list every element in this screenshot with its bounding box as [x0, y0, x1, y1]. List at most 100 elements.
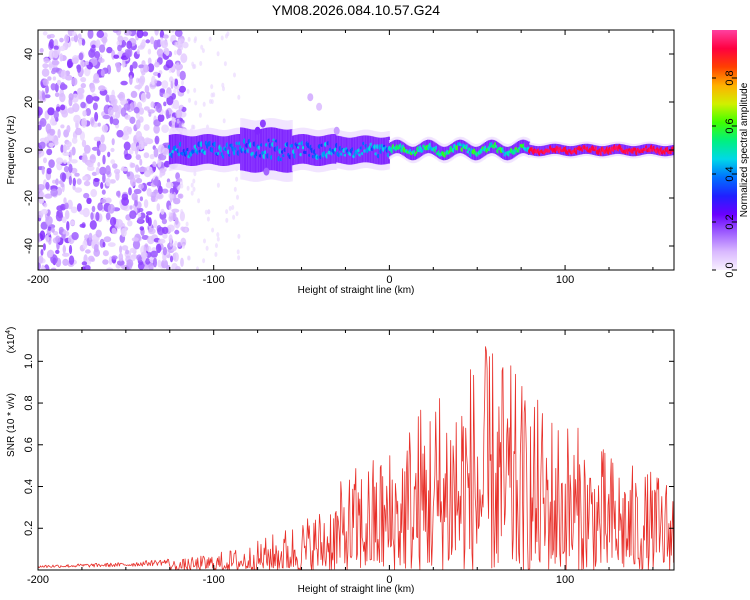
noise-blob	[52, 179, 57, 184]
signal-core	[623, 144, 626, 155]
noise-blob	[38, 184, 45, 191]
signal-core	[203, 134, 206, 164]
noise-blob	[60, 124, 65, 129]
noise-blob	[95, 166, 100, 175]
noise-blob	[115, 219, 124, 228]
noise-blob	[97, 122, 101, 127]
noise-blob	[137, 217, 144, 224]
noise-blob	[55, 249, 60, 254]
noise-blob	[181, 122, 185, 128]
noise-blob	[51, 69, 56, 75]
noise-blob	[137, 167, 145, 173]
noise-blob	[153, 219, 158, 229]
signal-core	[261, 128, 264, 172]
noise-blob	[202, 101, 206, 107]
signal-core	[248, 129, 251, 172]
signal-core	[295, 134, 298, 165]
noise-blob	[143, 199, 149, 209]
noise-blob	[153, 178, 159, 186]
noise-blob	[93, 136, 102, 142]
signal-core	[289, 129, 292, 173]
noise-blob	[131, 237, 139, 242]
noise-blob	[67, 107, 75, 114]
noise-blob	[84, 264, 91, 270]
noise-blob	[150, 101, 155, 108]
noise-blob	[182, 243, 185, 249]
noise-blob	[141, 235, 149, 240]
noise-blob	[161, 188, 169, 194]
noise-blob	[38, 124, 42, 131]
noise-blob	[46, 34, 52, 39]
snr-panel: -200 -100 0 100 0.2 0.4 0.6 0.8 1.0 Height of st…	[5, 327, 675, 595]
noise-blob	[120, 228, 127, 237]
noise-blob	[168, 205, 172, 211]
noise-blob	[88, 255, 95, 262]
noise-blob	[135, 112, 140, 119]
noise-blob	[216, 182, 220, 188]
noise-blob	[64, 202, 69, 210]
signal-core	[214, 135, 217, 165]
noise-blob	[161, 40, 169, 49]
noise-blob	[81, 261, 88, 266]
snr-multiplier-exp: 4	[5, 330, 12, 334]
noise-blob	[59, 45, 66, 52]
noise-blob	[61, 172, 66, 183]
noise-blob	[126, 171, 131, 177]
noise-blob	[57, 209, 63, 219]
noise-blob	[140, 92, 147, 103]
signal-core	[316, 136, 319, 166]
noise-blob	[120, 80, 128, 86]
signal-core	[251, 129, 254, 173]
snr-multiplier-close: )	[6, 327, 17, 330]
noise-blob	[228, 206, 232, 211]
noise-blob	[203, 238, 206, 244]
noise-blob	[83, 192, 90, 199]
noise-blob	[179, 211, 185, 222]
noise-blob	[61, 110, 69, 118]
noise-blob	[208, 36, 212, 42]
noise-blob	[70, 206, 78, 214]
noise-blob	[66, 125, 71, 133]
noise-blob	[103, 236, 112, 243]
signal-core	[267, 127, 270, 171]
noise-blob	[146, 91, 151, 99]
signal-core	[525, 140, 528, 154]
noise-blob	[52, 76, 57, 81]
noise-blob	[50, 83, 56, 91]
noise-blob	[143, 106, 150, 111]
noise-blob	[119, 245, 123, 254]
noise-blob	[88, 232, 93, 241]
noise-blob	[141, 39, 146, 45]
noise-blob	[196, 266, 199, 270]
noise-blob	[97, 202, 103, 211]
signal-core	[322, 135, 325, 166]
signal-excursion	[316, 102, 323, 111]
colorbar-strip	[712, 30, 737, 270]
noise-blob	[147, 48, 152, 55]
noise-blob	[68, 255, 75, 265]
noise-blob	[186, 88, 190, 94]
noise-blob	[105, 94, 110, 103]
noise-blob	[133, 188, 142, 195]
noise-blob	[102, 154, 106, 165]
noise-blob	[100, 182, 104, 189]
x-tick-label: -100	[203, 274, 225, 286]
noise-blob	[62, 252, 70, 257]
noise-blob	[237, 94, 241, 100]
noise-blob	[142, 31, 149, 37]
noise-blob	[174, 240, 178, 246]
signal-core	[468, 144, 471, 158]
signal-core	[325, 135, 328, 165]
noise-blob	[83, 144, 91, 154]
noise-blob	[172, 78, 175, 84]
colorbar-tick-label: 0.0	[724, 262, 736, 277]
noise-blob	[86, 197, 92, 204]
noise-blob	[43, 202, 48, 208]
noise-blob	[153, 147, 159, 158]
noise-blob	[125, 249, 130, 255]
noise-blob	[129, 116, 136, 125]
noise-blob	[154, 61, 160, 68]
signal-core	[359, 136, 362, 163]
noise-blob	[156, 203, 161, 212]
noise-blob	[126, 40, 133, 49]
